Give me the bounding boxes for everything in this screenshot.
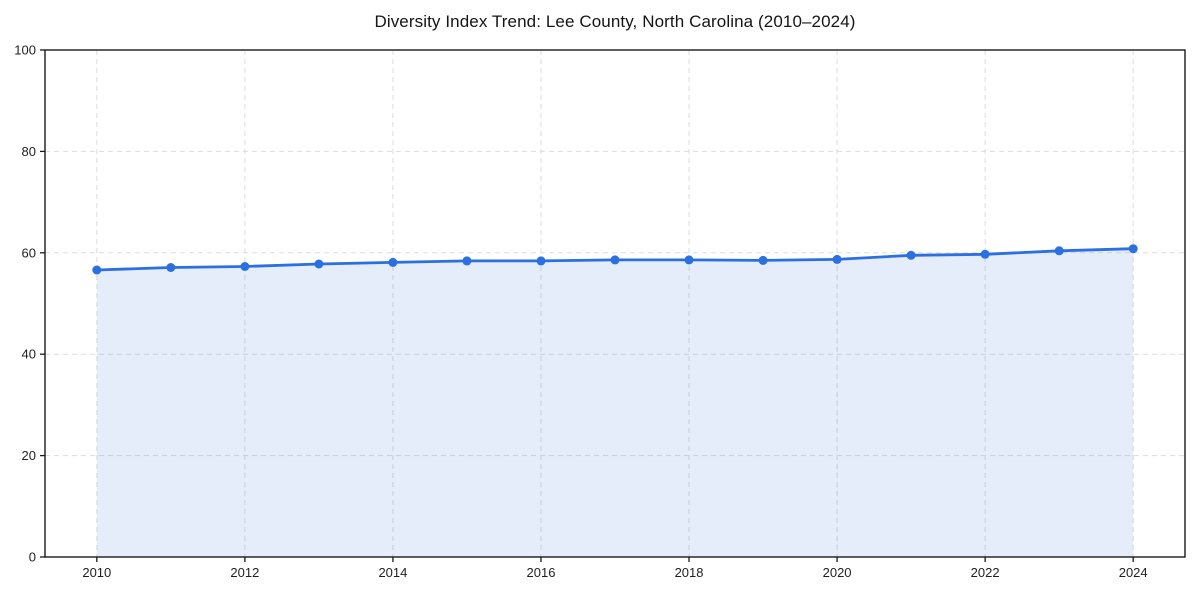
data-point — [388, 257, 398, 267]
x-tick-label: 2010 — [82, 565, 111, 580]
data-point — [684, 255, 694, 265]
x-tick-label: 2014 — [378, 565, 407, 580]
y-tick-label: 80 — [22, 144, 36, 159]
data-point — [166, 263, 176, 272]
chart-title: Diversity Index Trend: Lee County, North… — [374, 12, 856, 31]
data-point — [980, 249, 990, 259]
area-fill — [96, 248, 1134, 557]
data-point — [92, 265, 102, 275]
data-point — [758, 255, 768, 265]
data-point — [240, 262, 250, 271]
x-tick-label: 2020 — [823, 565, 852, 580]
data-point — [314, 259, 324, 269]
y-tick-label: 60 — [22, 245, 36, 260]
x-tick-label: 2016 — [527, 565, 556, 580]
x-tick-label: 2024 — [1119, 565, 1148, 580]
x-tick-label: 2022 — [971, 565, 1000, 580]
y-tick-label: 40 — [22, 347, 36, 362]
data-point — [536, 256, 546, 266]
data-point — [1128, 244, 1138, 254]
plot-border — [44, 49, 1186, 558]
data-point — [462, 256, 472, 266]
data-point — [906, 250, 916, 260]
data-point — [1054, 246, 1064, 256]
y-tick-label: 100 — [14, 43, 36, 58]
x-tick-label: 2018 — [675, 565, 704, 580]
y-tick-label: 0 — [29, 550, 36, 565]
data-point — [610, 255, 620, 265]
x-tick-label: 2012 — [230, 565, 259, 580]
y-tick-label: 20 — [22, 448, 36, 463]
data-point — [832, 254, 842, 264]
